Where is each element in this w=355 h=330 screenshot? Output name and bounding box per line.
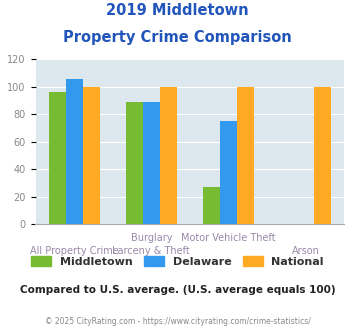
Text: © 2025 CityRating.com - https://www.cityrating.com/crime-statistics/: © 2025 CityRating.com - https://www.city… — [45, 317, 310, 326]
Legend: Middletown, Delaware, National: Middletown, Delaware, National — [31, 255, 324, 267]
Bar — [314, 87, 331, 224]
Bar — [126, 102, 143, 224]
Text: Compared to U.S. average. (U.S. average equals 100): Compared to U.S. average. (U.S. average … — [20, 285, 335, 295]
Text: Larceny & Theft: Larceny & Theft — [113, 246, 190, 256]
Bar — [237, 87, 254, 224]
Bar — [203, 187, 220, 224]
Text: Arson: Arson — [292, 246, 320, 256]
Text: Motor Vehicle Theft: Motor Vehicle Theft — [181, 233, 276, 243]
Bar — [143, 102, 160, 224]
Text: Burglary: Burglary — [131, 233, 172, 243]
Bar — [83, 87, 100, 224]
Text: Property Crime Comparison: Property Crime Comparison — [63, 30, 292, 45]
Bar — [49, 92, 66, 224]
Bar — [160, 87, 177, 224]
Text: 2019 Middletown: 2019 Middletown — [106, 3, 249, 18]
Bar — [66, 79, 83, 224]
Text: All Property Crime: All Property Crime — [30, 246, 119, 256]
Bar — [220, 121, 237, 224]
